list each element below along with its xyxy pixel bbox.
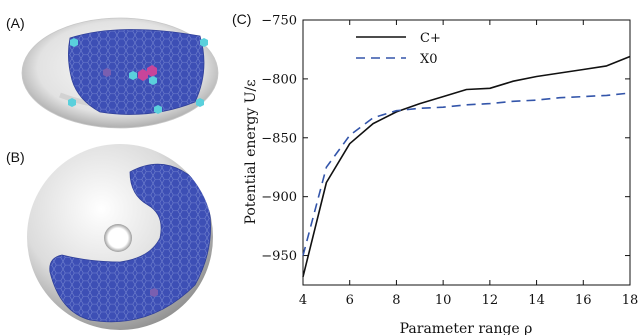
panel-c: (C) 4 6 8 10 12 14 16 18 −750 −800 −850 −900 −950 C… <box>232 11 638 335</box>
y-tick-label: −850 <box>261 131 297 146</box>
legend-label-cplus: C+ <box>420 31 441 46</box>
series-line-x0 <box>302 92 631 256</box>
defect-cyan <box>154 105 162 114</box>
energy-chart: 4 6 8 10 12 14 16 18 −750 −800 −850 −900 −950 C+ X0… <box>243 14 638 335</box>
y-tick-label: −950 <box>261 249 297 264</box>
x-tick-label: 8 <box>392 293 400 308</box>
y-tick-label: −800 <box>261 72 297 87</box>
y-tick-label: −750 <box>261 14 297 29</box>
defect-cyan <box>68 98 76 107</box>
legend-label-x0: X0 <box>420 52 438 67</box>
plot-frame <box>302 19 631 286</box>
defect-magenta <box>138 69 148 81</box>
x-tick-label: 16 <box>575 293 592 308</box>
defect-cyan <box>149 76 157 85</box>
x-tick-label: 14 <box>528 293 545 308</box>
defect-cyan <box>196 98 204 107</box>
torus-hole <box>104 224 132 252</box>
panel-b: (B) <box>6 144 213 330</box>
y-ticks: −750 −800 −850 −900 −950 <box>261 14 630 264</box>
x-tick-label: 4 <box>299 293 307 308</box>
defect-magenta <box>147 65 157 77</box>
x-ticks: 4 6 8 10 12 14 16 18 <box>299 20 638 308</box>
x-tick-label: 12 <box>482 293 499 308</box>
defect-cyan <box>200 38 208 47</box>
y-tick-label: −900 <box>261 190 297 205</box>
defect-cyan <box>70 38 78 47</box>
defect-cyan <box>129 71 137 80</box>
defect-purple <box>103 68 111 77</box>
hex-crystal-a <box>68 29 205 115</box>
y-axis-label: Potential energy U/ε <box>243 80 259 225</box>
x-tick-label: 6 <box>346 293 354 308</box>
x-axis-label: Parameter range ρ <box>400 321 533 335</box>
panel-b-label: (B) <box>6 149 25 165</box>
x-tick-label: 10 <box>435 293 452 308</box>
series-line-cplus <box>302 55 631 277</box>
legend: C+ X0 <box>356 31 441 67</box>
series-group <box>302 55 631 277</box>
hex-crystal-b <box>49 163 212 323</box>
panel-c-label: (C) <box>232 11 251 27</box>
panel-a: (A) <box>6 15 219 129</box>
defect-purple <box>150 288 158 297</box>
x-tick-label: 18 <box>622 293 639 308</box>
panel-a-label: (A) <box>6 15 25 31</box>
